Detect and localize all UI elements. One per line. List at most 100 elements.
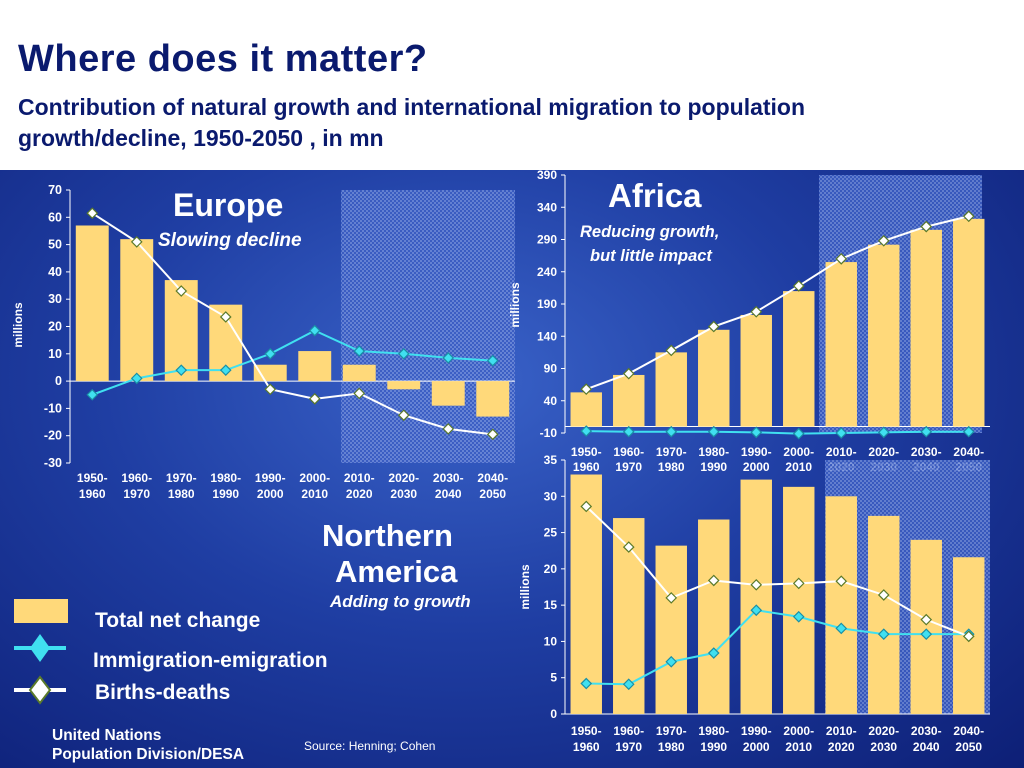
y-tick-label: 10 — [48, 347, 62, 361]
legend: Total net change Immigration-emigration Bi… — [14, 599, 328, 705]
migration-point — [86, 388, 99, 401]
x-tick-label: 2000-2010 — [299, 471, 330, 501]
bar — [120, 239, 154, 382]
migration-point — [792, 610, 805, 623]
legend-births-deaths-marker — [28, 675, 52, 705]
births-deaths-point — [580, 383, 593, 395]
migration-point — [665, 425, 678, 438]
bar — [868, 244, 900, 427]
migration-point — [920, 425, 933, 438]
x-tick-label: 2040-2050 — [477, 471, 508, 501]
y-tick-label: 390 — [537, 168, 557, 182]
y-tick-label: 20 — [544, 562, 558, 576]
migration-point — [707, 425, 720, 438]
x-tick-label: 1960-1970 — [121, 471, 152, 501]
y-tick-label: 30 — [544, 489, 558, 503]
y-tick-label: 40 — [544, 394, 558, 408]
x-tick-label: 1990-2000 — [255, 471, 286, 501]
migration-point — [622, 678, 635, 691]
births-deaths-point — [264, 383, 277, 396]
slide-title: Where does it matter? — [18, 38, 428, 80]
migration-point — [622, 425, 635, 438]
x-tick-label: 1960-1970 — [613, 445, 644, 474]
x-tick-label: 1980-1990 — [698, 724, 729, 754]
x-tick-label: 2000-2010 — [783, 724, 814, 754]
bar — [570, 474, 602, 714]
births-deaths-point — [707, 320, 720, 333]
bar — [910, 539, 942, 714]
region-annotation: Reducing growth, — [580, 223, 719, 241]
x-tick-label: 2020-2030 — [868, 724, 899, 754]
x-tick-label: 1970-1980 — [656, 445, 687, 474]
bar — [740, 479, 772, 714]
births-deaths-point — [835, 575, 848, 588]
chart-europe: -30 -20 -10 0 10 20 30 40 50 60 70 1950-1960 1960-19… — [11, 183, 515, 501]
bar — [783, 291, 815, 427]
migration-point — [175, 364, 188, 377]
births-deaths-point — [877, 589, 890, 601]
bar — [655, 352, 687, 427]
x-tick-label: 2010-2020 — [826, 724, 857, 754]
region-title: Northern — [322, 518, 453, 553]
migration-point — [835, 622, 848, 635]
migration-line — [91, 329, 493, 396]
births-deaths-point — [622, 367, 635, 380]
legend-label: Total net change — [95, 609, 260, 632]
births-deaths-point — [877, 234, 890, 247]
migration-point — [580, 677, 593, 690]
births-deaths-point — [397, 409, 410, 422]
y-tick-label: -10 — [44, 401, 62, 415]
migration-point — [580, 425, 593, 437]
births-deaths-point — [353, 387, 366, 400]
bar — [342, 364, 376, 382]
region-annotation: but little impact — [590, 247, 713, 265]
y-axis-label: millions — [508, 282, 522, 328]
migration-point — [877, 628, 890, 641]
x-tick-label: 1990-2000 — [741, 445, 772, 474]
bar — [655, 545, 687, 714]
y-tick-label: -20 — [44, 429, 62, 443]
x-tick-label: 1960-1970 — [613, 724, 644, 754]
x-tick-label: 2000-2010 — [783, 445, 814, 474]
bar — [740, 314, 772, 427]
bar — [387, 381, 421, 390]
bar — [698, 329, 730, 427]
births-deaths-point — [622, 541, 635, 553]
y-tick-label: 290 — [537, 233, 557, 247]
births-deaths-point — [580, 500, 593, 513]
legend-label: Births-deaths — [95, 681, 230, 704]
x-tick-label: 1970-1980 — [656, 724, 687, 754]
migration-point — [835, 427, 848, 439]
x-tick-label: 1970-1980 — [166, 471, 197, 501]
x-tick-label: 1950-1960 — [77, 471, 108, 501]
bar — [75, 225, 109, 382]
births-deaths-point — [750, 578, 763, 591]
births-deaths-line — [91, 212, 493, 436]
migration-point — [130, 372, 143, 385]
bar — [476, 381, 510, 417]
y-axis-label: millions — [518, 564, 532, 610]
region-title: Africa — [608, 177, 702, 214]
y-tick-label: 340 — [537, 200, 557, 214]
births-deaths-point — [175, 285, 188, 297]
births-deaths-point — [962, 630, 975, 643]
y-tick-label: 50 — [48, 238, 62, 252]
migration-point — [442, 352, 455, 364]
migration-point — [792, 427, 805, 440]
y-tick-label: -10 — [540, 426, 558, 440]
x-tick-label: 2030-2040 — [911, 724, 942, 754]
bar — [868, 515, 900, 714]
migration-point — [750, 426, 763, 439]
births-deaths-point — [920, 613, 933, 626]
credit-line-2: Population Division/DESA — [52, 746, 245, 763]
bar — [825, 496, 857, 714]
x-tick-label: 1950-1960 — [571, 724, 602, 754]
migration-line — [586, 609, 969, 686]
x-tick-label: 2010-2020 — [344, 471, 375, 501]
source-note: Source: Henning; Cohen — [304, 739, 436, 753]
births-deaths-point — [86, 207, 99, 220]
chart-northern-america: 0 5 10 15 20 25 30 35 1950-1960 1960-1970 1970-198… — [322, 453, 990, 754]
y-tick-label: 15 — [544, 598, 558, 612]
migration-point — [920, 628, 933, 641]
x-tick-label: 1990-2000 — [741, 724, 772, 754]
